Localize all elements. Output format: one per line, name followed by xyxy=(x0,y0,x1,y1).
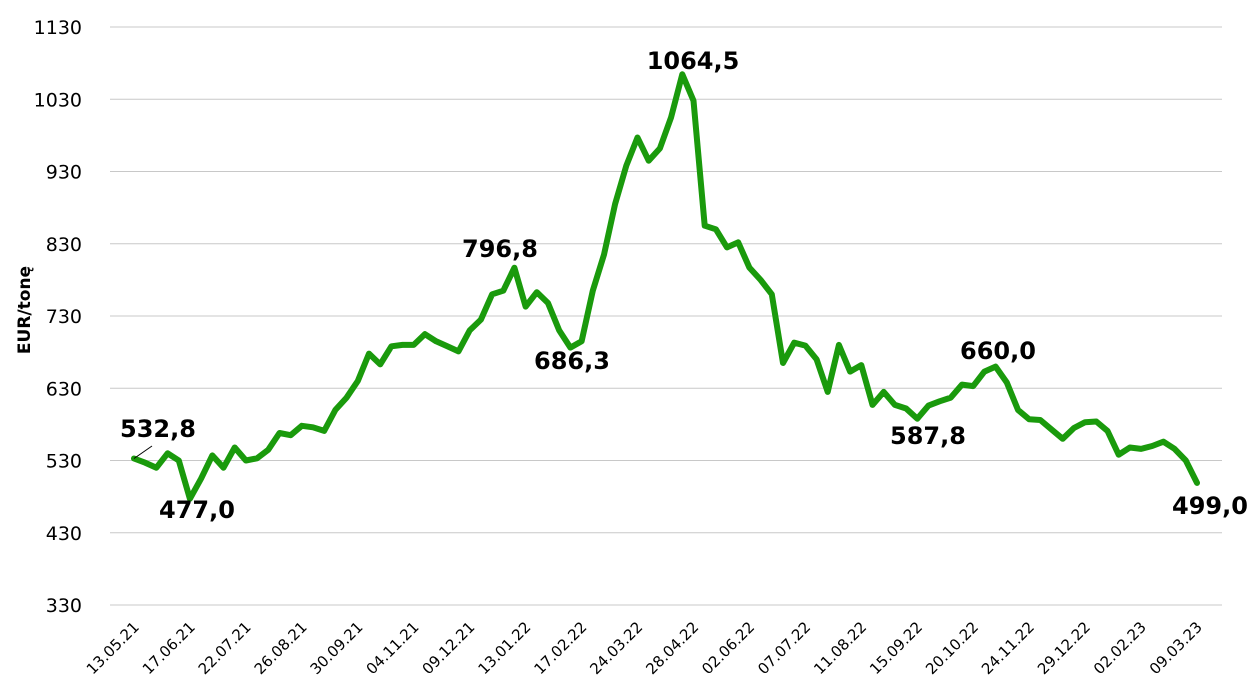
x-tick-label: 24.03.22 xyxy=(586,618,646,678)
x-tick-label: 24.11.22 xyxy=(978,618,1038,678)
line xyxy=(131,71,1200,502)
data-label: 477,0 xyxy=(159,496,235,524)
x-tick-label: 02.02.23 xyxy=(1090,618,1150,678)
x-tick-label: 04.11.21 xyxy=(363,618,423,678)
y-tick-label: 730 xyxy=(46,306,82,328)
data-label: 686,3 xyxy=(534,347,610,375)
data-label: 587,8 xyxy=(890,422,966,450)
x-tick-label: 28.04.22 xyxy=(642,618,702,678)
x-tick-label: 22.07.21 xyxy=(195,618,255,678)
y-tick-label: 430 xyxy=(46,523,82,545)
data-label: 660,0 xyxy=(960,337,1036,365)
x-tick-label: 17.06.21 xyxy=(139,618,199,678)
x-tick-label: 17.02.22 xyxy=(530,618,590,678)
y-tick-label: 1030 xyxy=(34,89,82,111)
data-label: 532,8 xyxy=(120,415,196,443)
x-tick-label: 02.06.22 xyxy=(698,618,758,678)
x-tick-label: 30.09.21 xyxy=(307,618,367,678)
x-tick-label: 09.03.23 xyxy=(1146,618,1206,678)
x-tick-label: 13.01.22 xyxy=(474,618,534,678)
x-tick-label: 09.12.21 xyxy=(419,618,479,678)
x-tick-label: 15.09.22 xyxy=(866,618,926,678)
data-label: 1064,5 xyxy=(647,47,740,75)
x-tick-label: 11.08.22 xyxy=(810,618,870,678)
x-tick-label: 07.07.22 xyxy=(754,618,814,678)
y-tick-label: 330 xyxy=(46,595,82,617)
leader-line xyxy=(133,445,153,459)
y-tick-label: 930 xyxy=(46,162,82,184)
y-tick-label: 1130 xyxy=(34,17,82,39)
y-tick-label: 530 xyxy=(46,451,82,473)
x-tick-label: 29.12.22 xyxy=(1034,618,1094,678)
y-axis-label: EUR/tonę xyxy=(15,266,35,354)
x-tick-label: 20.10.22 xyxy=(922,618,982,678)
y-tick-label: 630 xyxy=(46,378,82,400)
x-tick-label: 26.08.21 xyxy=(251,618,311,678)
data-label: 796,8 xyxy=(462,235,538,263)
data-label: 499,0 xyxy=(1172,492,1248,520)
x-tick-label: 13.05.21 xyxy=(83,618,143,678)
y-tick-label: 830 xyxy=(46,234,82,256)
